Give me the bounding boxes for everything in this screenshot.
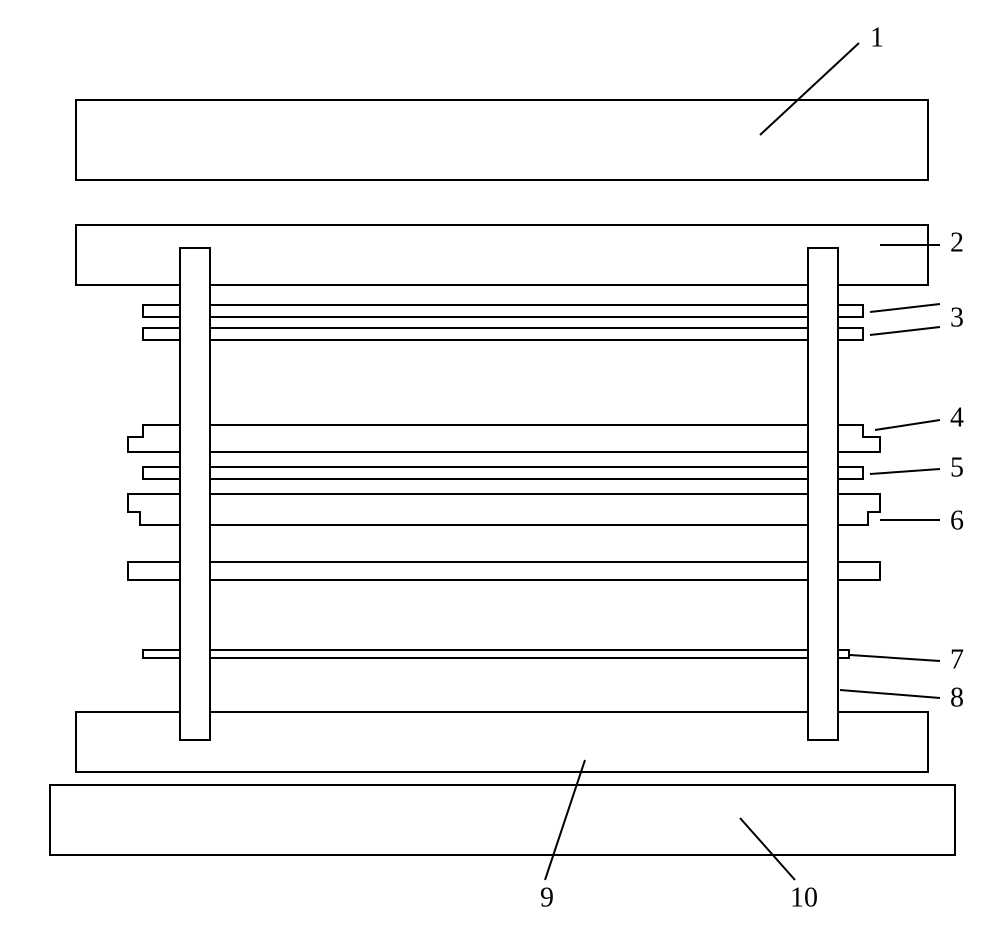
bar-7 [143, 650, 849, 658]
label-5: 5 [950, 452, 964, 483]
label-9: 9 [540, 882, 554, 913]
label-10: 10 [790, 882, 818, 913]
label-6: 6 [950, 505, 964, 536]
bar-3a [143, 305, 863, 317]
label-2: 2 [950, 227, 964, 258]
block-4 [128, 425, 880, 452]
label-4: 4 [950, 402, 964, 433]
pillar-right-overlay [808, 248, 838, 740]
bar-5 [143, 467, 863, 479]
bar-3b [143, 328, 863, 340]
block-10 [50, 785, 955, 855]
label-3: 3 [950, 302, 964, 333]
label-1: 1 [870, 22, 884, 53]
block-6-top [128, 494, 880, 525]
engineering-diagram: 1 2 3 4 5 6 7 8 9 10 [0, 0, 1000, 925]
block-6-bottom [128, 562, 880, 580]
label-7: 7 [950, 644, 964, 675]
block-1 [76, 100, 928, 180]
label-8: 8 [950, 682, 964, 713]
pillar-left-overlay [180, 248, 210, 740]
